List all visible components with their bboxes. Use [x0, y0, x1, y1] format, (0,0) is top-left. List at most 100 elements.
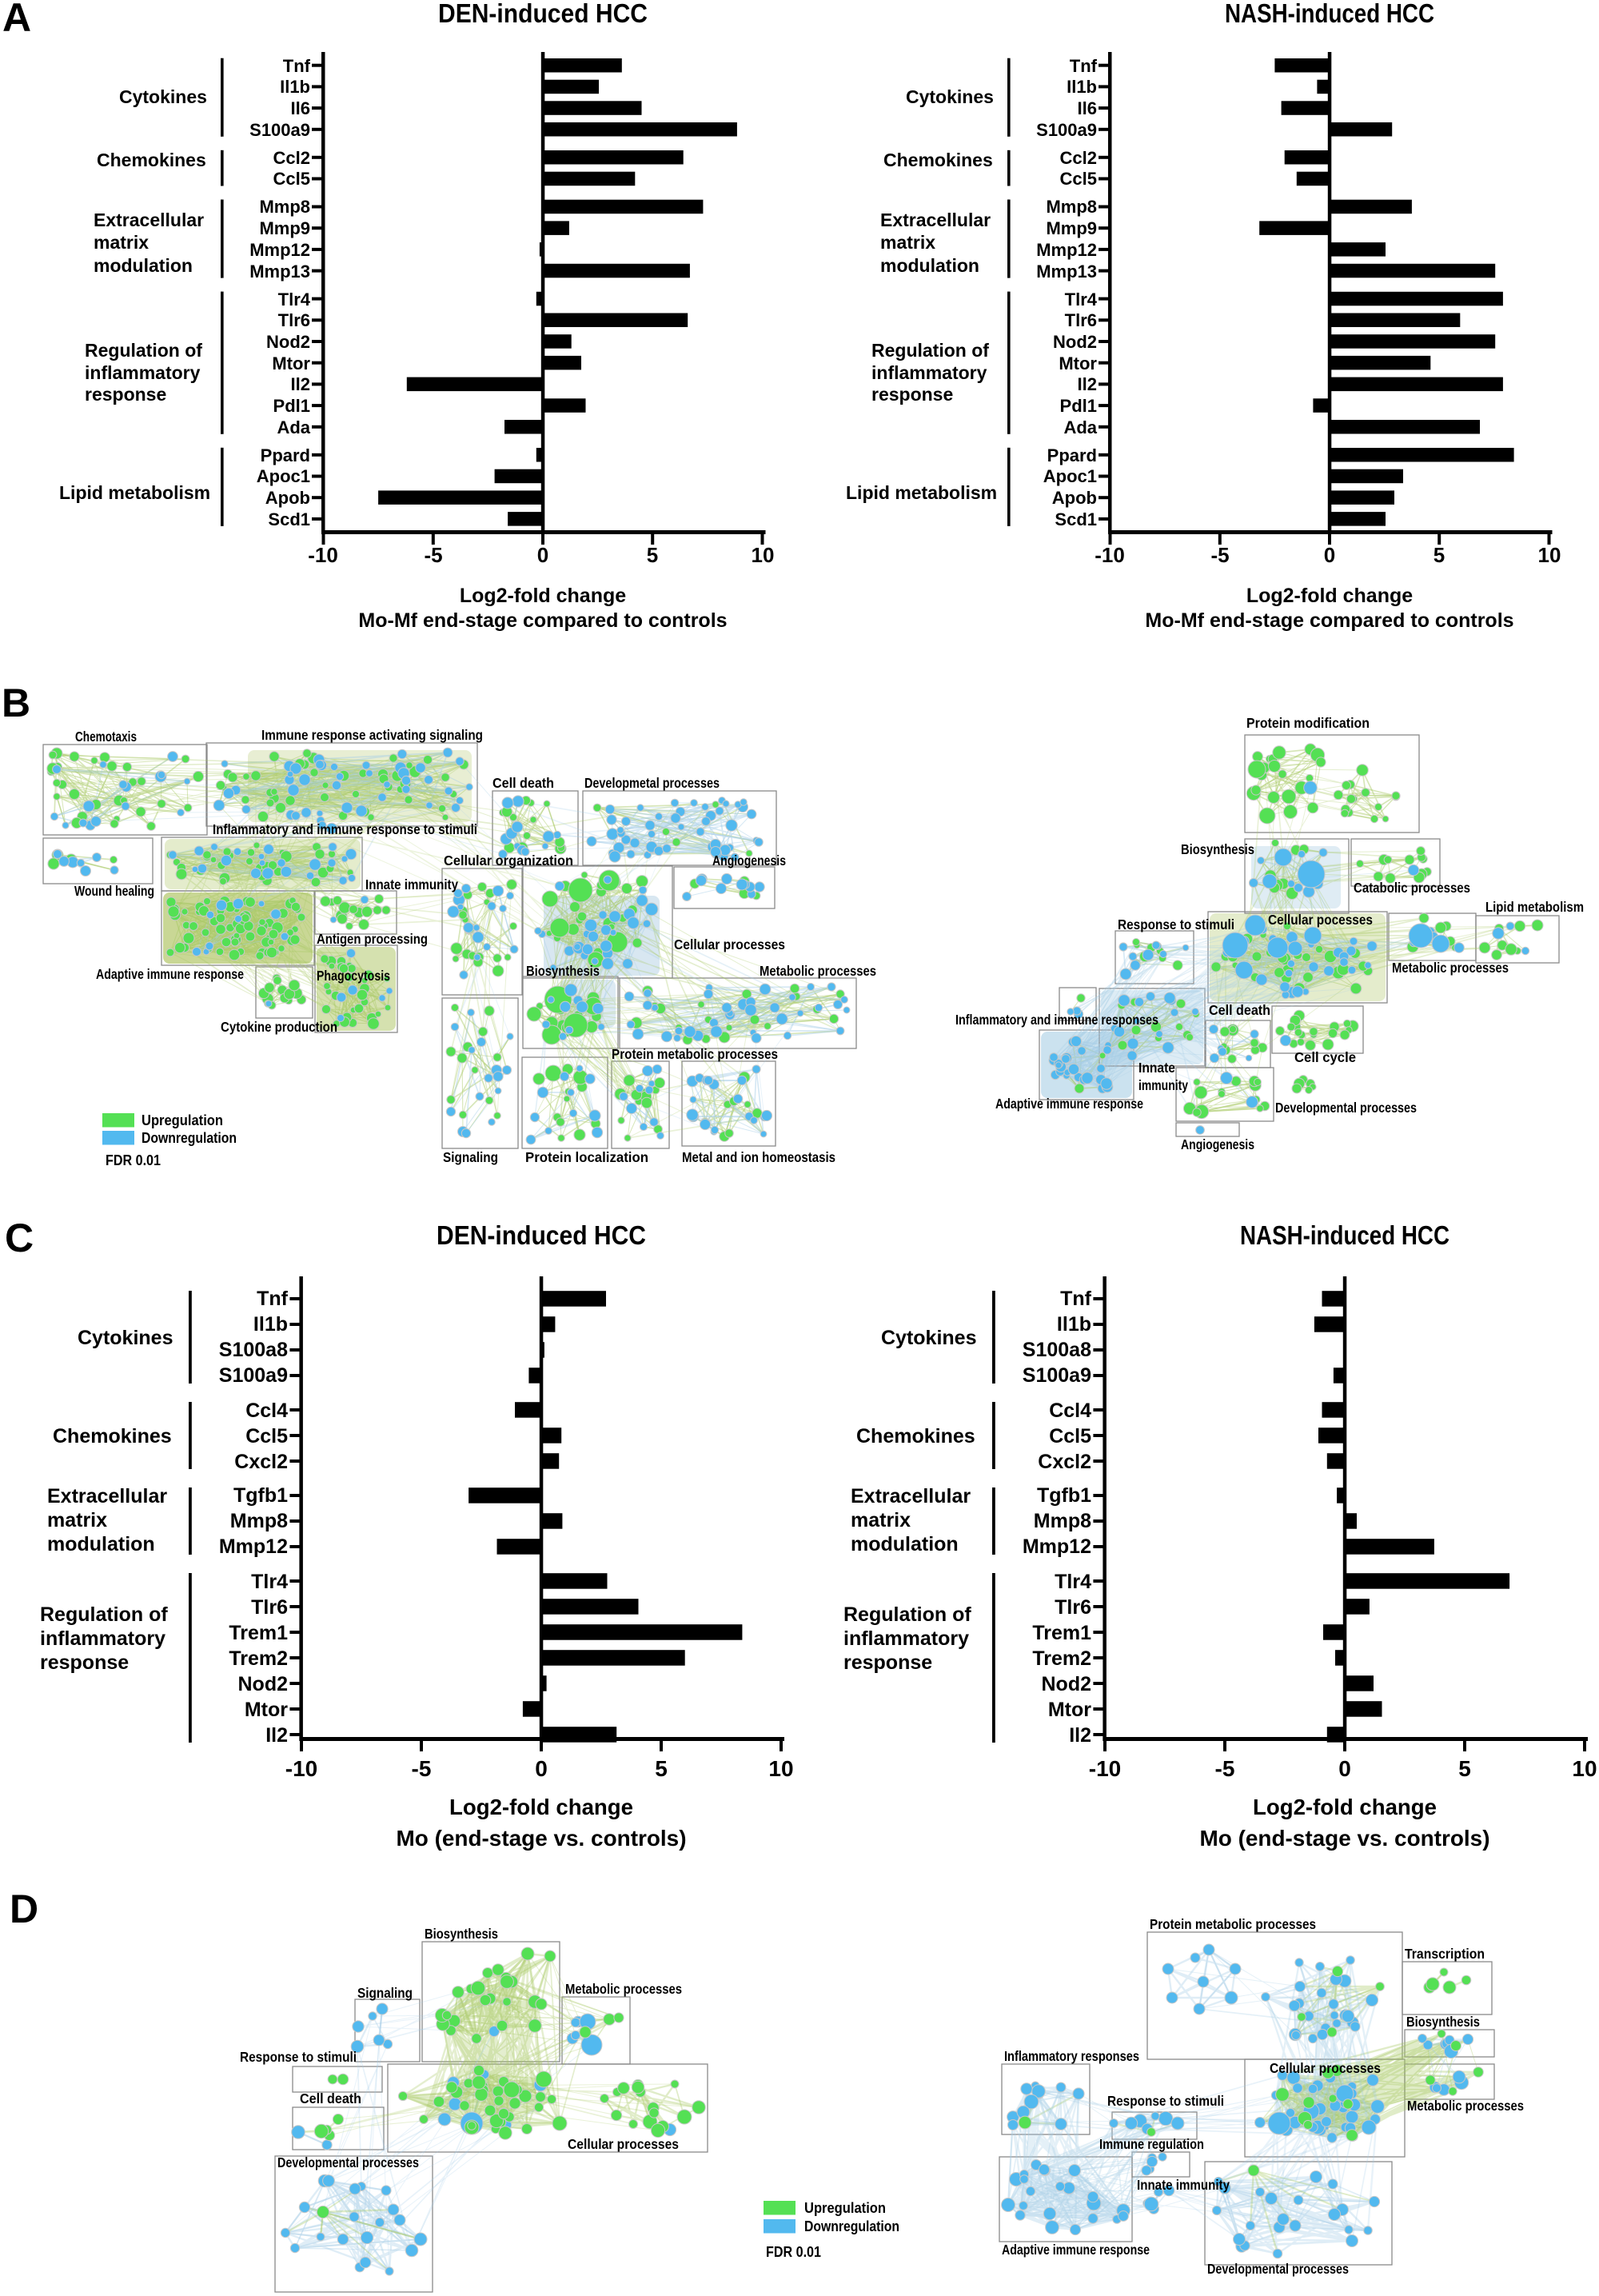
svg-text:10: 10: [1538, 543, 1561, 567]
svg-text:Il2: Il2: [1078, 374, 1097, 394]
svg-text:Tlr4: Tlr4: [1055, 1571, 1091, 1593]
svg-text:Cytokines: Cytokines: [78, 1327, 173, 1349]
svg-text:Metabolic processes: Metabolic processes: [1392, 960, 1509, 976]
svg-text:-5: -5: [1215, 1756, 1235, 1781]
svg-text:Metabolic processes: Metabolic processes: [1407, 2098, 1524, 2114]
svg-text:Il2: Il2: [291, 374, 310, 394]
svg-text:Log2-fold change: Log2-fold change: [1246, 585, 1413, 607]
svg-text:Protein localization: Protein localization: [525, 1149, 648, 1165]
svg-text:0: 0: [1324, 543, 1335, 567]
svg-text:Chemokines: Chemokines: [53, 1425, 172, 1447]
svg-text:-10: -10: [1089, 1756, 1121, 1781]
svg-text:Mo-Mf end-stage compared to co: Mo-Mf end-stage compared to controls: [1145, 609, 1513, 632]
svg-text:Cell death: Cell death: [1209, 1002, 1270, 1018]
svg-text:Cellular processes: Cellular processes: [1270, 2060, 1381, 2076]
svg-text:Response to stimuli: Response to stimuli: [1118, 916, 1234, 932]
svg-text:Lipid metabolism: Lipid metabolism: [1485, 899, 1584, 915]
svg-text:Cellular organization: Cellular organization: [444, 853, 573, 868]
svg-text:Nod2: Nod2: [1053, 332, 1097, 352]
svg-text:Signaling: Signaling: [357, 1985, 413, 2001]
svg-text:Response to stimuli: Response to stimuli: [1107, 2093, 1224, 2109]
svg-text:Ccl5: Ccl5: [1049, 1425, 1091, 1447]
svg-text:Cellular pocesses: Cellular pocesses: [1268, 912, 1373, 928]
svg-text:Mtor: Mtor: [1059, 353, 1097, 373]
svg-text:0: 0: [537, 543, 548, 567]
svg-text:Adaptive immune response: Adaptive immune response: [1002, 2242, 1150, 2258]
svg-text:Pdl1: Pdl1: [1060, 396, 1097, 416]
svg-text:inflammatory: inflammatory: [85, 362, 201, 383]
svg-text:Nod2: Nod2: [238, 1673, 289, 1695]
svg-text:10: 10: [768, 1756, 793, 1781]
svg-text:Log2-fold change: Log2-fold change: [449, 1795, 633, 1819]
svg-text:Tgfb1: Tgfb1: [1037, 1484, 1091, 1507]
svg-text:Nod2: Nod2: [266, 332, 310, 352]
svg-text:DEN-induced HCC: DEN-induced HCC: [438, 0, 648, 28]
svg-text:matrix: matrix: [47, 1509, 107, 1531]
svg-text:NASH-induced HCC: NASH-induced HCC: [1240, 1220, 1449, 1250]
svg-text:Metabolic processes: Metabolic processes: [565, 1981, 682, 1997]
svg-text:Upregulation: Upregulation: [804, 2200, 886, 2216]
svg-text:Apoc1: Apoc1: [1043, 466, 1097, 486]
svg-text:-10: -10: [1095, 543, 1125, 567]
svg-text:Scd1: Scd1: [1055, 509, 1097, 529]
svg-text:Biosynthesis: Biosynthesis: [526, 963, 600, 979]
svg-text:Apob: Apob: [265, 488, 310, 508]
svg-text:Downregulation: Downregulation: [142, 1130, 237, 1146]
svg-text:Mmp8: Mmp8: [1034, 1510, 1091, 1532]
svg-text:Regulation of: Regulation of: [843, 1603, 971, 1626]
svg-text:Chemokines: Chemokines: [856, 1425, 975, 1447]
svg-text:Mmp12: Mmp12: [219, 1535, 288, 1558]
svg-text:Ada: Ada: [1063, 417, 1097, 437]
svg-text:Log2-fold change: Log2-fold change: [1253, 1795, 1437, 1819]
svg-text:Mo (end-stage vs. controls): Mo (end-stage vs. controls): [1200, 1826, 1490, 1851]
svg-text:Mmp8: Mmp8: [230, 1510, 288, 1532]
svg-text:Biosynthesis: Biosynthesis: [1181, 841, 1254, 857]
svg-text:Regulation of: Regulation of: [85, 340, 202, 361]
svg-text:Il1b: Il1b: [1067, 77, 1097, 97]
svg-text:Pdl1: Pdl1: [273, 396, 310, 416]
svg-text:Innate: Innate: [1138, 1060, 1175, 1076]
svg-text:5: 5: [655, 1756, 668, 1781]
svg-text:Cxcl2: Cxcl2: [234, 1451, 288, 1473]
svg-text:Il1b: Il1b: [253, 1313, 288, 1336]
svg-text:Mmp9: Mmp9: [1046, 218, 1097, 238]
svg-text:Tgfb1: Tgfb1: [233, 1484, 288, 1507]
svg-text:Tlr4: Tlr4: [251, 1571, 288, 1593]
svg-text:B: B: [2, 681, 30, 725]
svg-text:Il2: Il2: [265, 1724, 288, 1747]
svg-text:Tlr4: Tlr4: [1065, 289, 1098, 309]
svg-text:Cytokines: Cytokines: [881, 1327, 976, 1349]
svg-text:Biosynthesis: Biosynthesis: [1406, 2014, 1480, 2030]
svg-text:Tlr4: Tlr4: [278, 289, 311, 309]
svg-text:Extracellular: Extracellular: [47, 1485, 167, 1507]
svg-text:Phagocytosis: Phagocytosis: [317, 968, 390, 984]
svg-text:FDR 0.01: FDR 0.01: [766, 2244, 821, 2260]
svg-text:A: A: [2, 0, 31, 40]
svg-text:-5: -5: [424, 543, 442, 567]
svg-text:DEN-induced HCC: DEN-induced HCC: [437, 1220, 646, 1250]
svg-text:modulation: modulation: [880, 255, 979, 276]
svg-text:inflammatory: inflammatory: [871, 362, 987, 383]
svg-text:10: 10: [1572, 1756, 1597, 1781]
svg-text:Innate immunity: Innate immunity: [1137, 2177, 1230, 2193]
svg-text:Wound healing: Wound healing: [74, 883, 154, 899]
svg-text:Ccl5: Ccl5: [1060, 169, 1097, 189]
svg-text:Ccl4: Ccl4: [245, 1400, 288, 1422]
svg-text:S100a8: S100a8: [219, 1339, 288, 1361]
svg-text:FDR 0.01: FDR 0.01: [106, 1152, 161, 1168]
svg-text:immunity: immunity: [1138, 1077, 1188, 1093]
svg-text:-5: -5: [412, 1756, 432, 1781]
svg-text:Adaptive immune response: Adaptive immune response: [995, 1096, 1143, 1112]
svg-text:Biosynthesis: Biosynthesis: [425, 1926, 498, 1942]
svg-text:Ppard: Ppard: [261, 445, 310, 465]
svg-text:Cell death: Cell death: [492, 775, 554, 791]
svg-text:Innate immunity: Innate immunity: [365, 876, 458, 892]
svg-text:Mtor: Mtor: [245, 1699, 288, 1721]
svg-text:Developmental processes: Developmental processes: [277, 2154, 419, 2170]
svg-text:Angiogenesis: Angiogenesis: [712, 853, 786, 868]
svg-text:Angiogenesis: Angiogenesis: [1181, 1136, 1254, 1152]
svg-text:S100a9: S100a9: [249, 120, 310, 140]
svg-text:Ccl5: Ccl5: [245, 1425, 288, 1447]
svg-text:Mmp13: Mmp13: [1036, 262, 1097, 282]
svg-text:Tlr6: Tlr6: [251, 1596, 288, 1619]
